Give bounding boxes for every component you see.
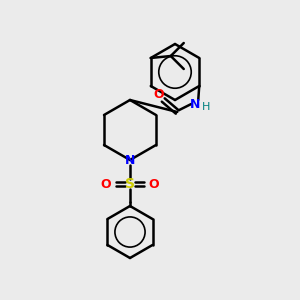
Text: O: O bbox=[149, 178, 159, 190]
Text: S: S bbox=[125, 177, 135, 191]
Text: N: N bbox=[125, 154, 135, 166]
Text: H: H bbox=[202, 102, 210, 112]
Text: N: N bbox=[190, 98, 200, 110]
Text: O: O bbox=[153, 88, 164, 101]
Text: O: O bbox=[101, 178, 111, 190]
